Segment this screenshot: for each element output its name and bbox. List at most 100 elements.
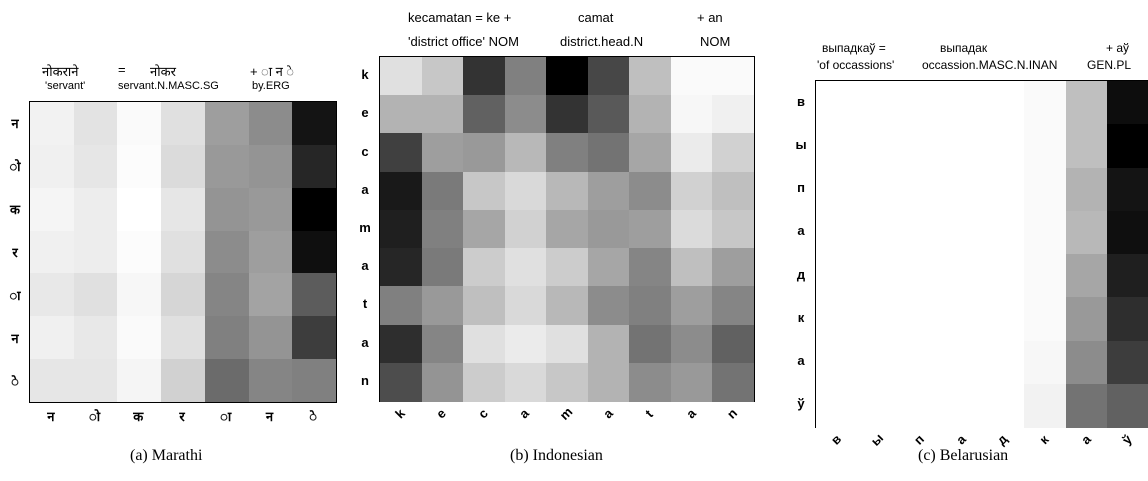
heatmap-cell	[712, 171, 755, 211]
heatmap-cell	[1024, 210, 1067, 255]
heatmap-cell	[248, 144, 293, 188]
heatmap-cell	[670, 286, 713, 326]
heatmap-cell	[204, 359, 249, 403]
panel-indonesian: kecamatan = ke + 'district office' NOM c…	[359, 10, 755, 464]
heatmap-grid-marathi	[29, 101, 337, 403]
row-label: a	[361, 181, 369, 197]
heatmap-cell	[421, 57, 464, 96]
header-stem: camat	[578, 10, 614, 25]
heatmap-cell	[899, 210, 942, 255]
heatmap-cell	[1107, 81, 1148, 125]
heatmap-cell	[463, 133, 506, 173]
heatmap-cell	[629, 248, 672, 288]
heatmap-cell	[546, 171, 589, 211]
row-label: k	[361, 67, 369, 83]
heatmap-cell	[161, 273, 206, 317]
heatmap-cell	[292, 273, 337, 317]
heatmap-cell	[421, 209, 464, 249]
heatmap-cell	[161, 316, 206, 360]
heatmap-cell	[161, 359, 206, 403]
heatmap-cell	[587, 57, 630, 96]
row-label: n	[361, 372, 369, 388]
row-label: m	[359, 220, 371, 235]
heatmap-cell	[73, 187, 118, 231]
column-label: ो	[89, 409, 101, 424]
row-label: в	[797, 93, 805, 109]
heatmap-cell	[380, 362, 422, 402]
heatmap-cell	[463, 248, 506, 288]
caption-marathi: (a) Marathi	[130, 447, 203, 464]
header-stem-gloss: occassion.MASC.N.INAN	[922, 58, 1058, 72]
heatmap-cell	[629, 95, 672, 135]
heatmap-cell	[421, 248, 464, 288]
heatmap-cell	[670, 324, 713, 364]
header-stem-gloss: district.head.N	[560, 34, 644, 49]
column-label: े	[309, 409, 317, 424]
heatmap-cell	[587, 133, 630, 173]
heatmap-cell	[546, 286, 589, 326]
row-label: t	[362, 296, 368, 312]
heatmap-cell	[117, 273, 162, 317]
heatmap-cell	[248, 230, 293, 274]
heatmap-cell	[670, 95, 713, 135]
heatmap-cell	[982, 254, 1025, 298]
heatmap-cell	[1024, 383, 1067, 428]
heatmap-cell	[857, 167, 900, 212]
heatmap-cell	[73, 273, 118, 317]
heatmap-cell	[712, 286, 755, 326]
heatmap-cell	[857, 81, 900, 125]
heatmap-cell	[629, 362, 672, 402]
heatmap-cell	[1107, 167, 1148, 212]
heatmap-cell	[899, 254, 942, 298]
heatmap-cell	[1065, 124, 1108, 169]
heatmap-cell	[816, 124, 858, 169]
heatmap-cell	[30, 230, 74, 274]
row-label: क	[10, 202, 20, 218]
heatmap-cell	[1107, 297, 1148, 342]
heatmap-cell	[670, 171, 713, 211]
row-label: д	[796, 266, 806, 282]
heatmap-cell	[73, 144, 118, 188]
heatmap-cell	[940, 297, 983, 342]
heatmap-cell	[857, 210, 900, 255]
heatmap-cell	[380, 133, 422, 173]
heatmap-cell	[73, 102, 118, 145]
heatmap-cell	[857, 254, 900, 298]
heatmap-cell	[73, 316, 118, 360]
heatmap-cell	[816, 297, 858, 342]
heatmap-cell	[504, 362, 547, 402]
heatmap-cell	[587, 209, 630, 249]
heatmap-cell	[117, 230, 162, 274]
heatmap-cell	[587, 171, 630, 211]
heatmap-cell	[117, 316, 162, 360]
heatmap-grid-belarusian	[815, 80, 1148, 428]
heatmap-cell	[292, 102, 337, 145]
heatmap-cell	[1065, 210, 1108, 255]
column-label: к	[1036, 431, 1052, 448]
heatmap-cell	[73, 359, 118, 403]
header-stem: नोकर	[150, 64, 176, 79]
heatmap-cell	[504, 57, 547, 96]
row-label: े	[11, 373, 19, 389]
heatmap-cell	[248, 187, 293, 231]
heatmap-cell	[587, 95, 630, 135]
heatmap-cell	[117, 359, 162, 403]
heatmap-cell	[816, 81, 858, 125]
heatmap-cell	[504, 95, 547, 135]
heatmap-cell	[857, 297, 900, 342]
heatmap-cell	[1107, 340, 1148, 385]
heatmap-cell	[504, 133, 547, 173]
heatmap-cell	[1065, 81, 1108, 125]
column-label: क	[133, 409, 144, 424]
heatmap-cell	[204, 230, 249, 274]
heatmap-cell	[816, 167, 858, 212]
heatmap-cell	[463, 57, 506, 96]
heatmap-cell	[712, 324, 755, 364]
heatmap-cell	[712, 57, 755, 96]
row-label: ы	[795, 136, 807, 152]
heatmap-cell	[1065, 297, 1108, 342]
heatmap-cell	[161, 144, 206, 188]
header-gloss: 'district office' NOM	[408, 34, 519, 49]
heatmap-cell	[857, 383, 900, 428]
header-word: kecamatan = ke +	[408, 10, 512, 25]
